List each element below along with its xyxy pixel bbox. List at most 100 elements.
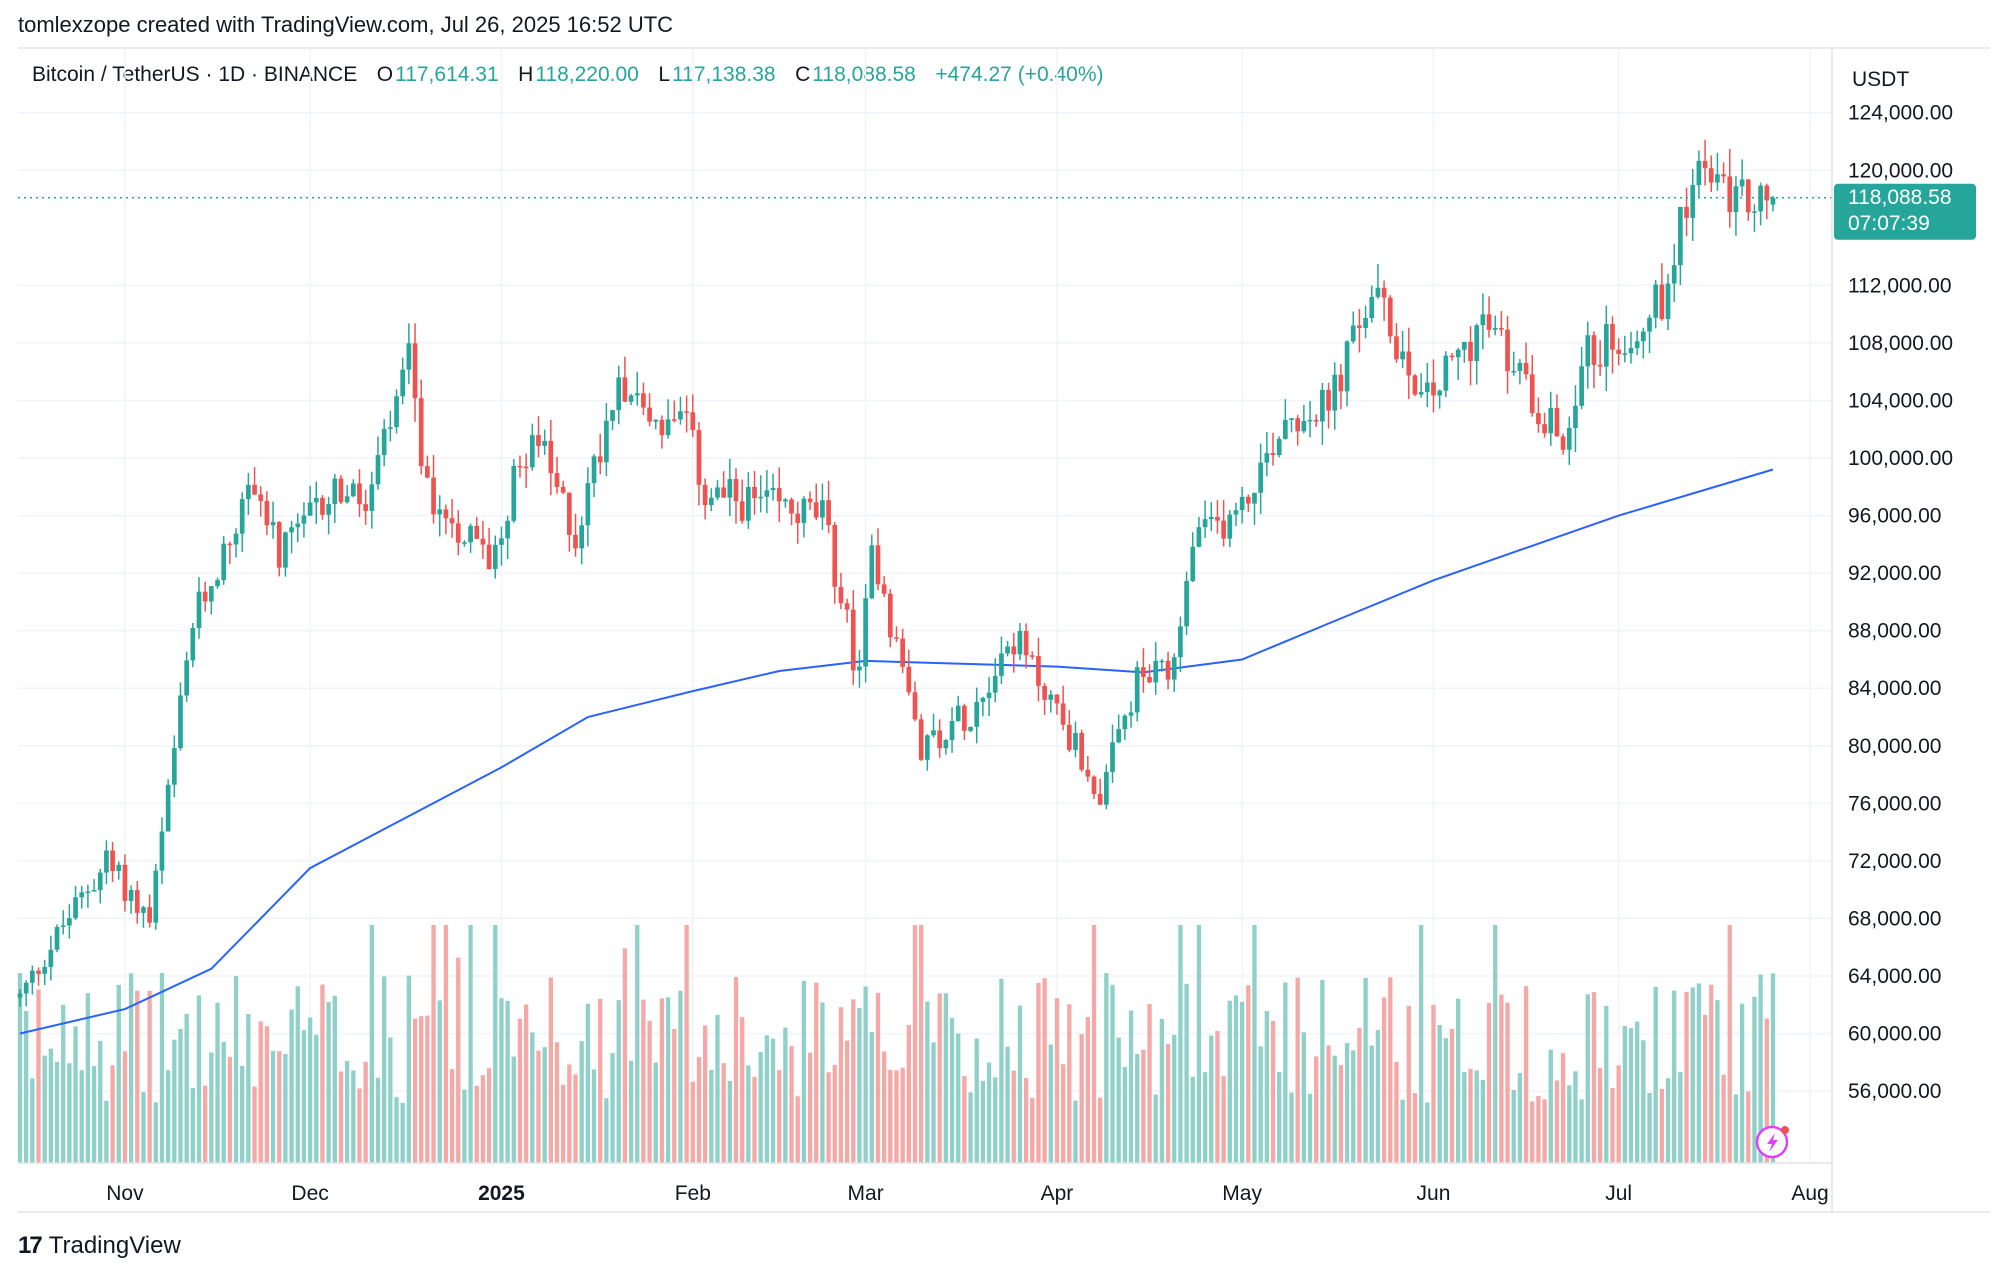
candle-body	[999, 653, 1004, 676]
candle-body	[783, 499, 788, 502]
candle	[844, 598, 850, 623]
tradingview-logo[interactable]: 17 TradingView	[18, 1232, 181, 1260]
tradingview-brand: TradingView	[48, 1232, 181, 1259]
time-tick-label: Dec	[291, 1182, 328, 1205]
candle-body	[1721, 174, 1726, 177]
volume-bar	[98, 1040, 103, 1163]
candle	[1560, 433, 1566, 455]
candle-body	[1264, 453, 1270, 463]
candle-body	[807, 498, 813, 503]
candle	[647, 393, 652, 427]
candle	[999, 636, 1004, 684]
volume-bar	[1159, 1018, 1165, 1163]
candle-body	[1215, 516, 1220, 521]
volume-bar	[1659, 1088, 1665, 1163]
candle-body	[1764, 185, 1770, 201]
candle	[937, 719, 943, 758]
candle-body	[1461, 341, 1467, 350]
volume-bar	[1641, 1040, 1646, 1163]
volume-bar	[678, 990, 683, 1163]
candle	[1029, 651, 1035, 660]
symbol-label[interactable]: Bitcoin / TetherUS · 1D · BINANCE	[32, 63, 358, 86]
volume-bar	[1523, 986, 1529, 1163]
candle	[289, 520, 294, 554]
candle-body	[1628, 348, 1634, 354]
candle-body	[1474, 325, 1480, 362]
candle	[992, 658, 998, 703]
time-axis[interactable]: Nov Dec 2025 Feb Mar Apr May Jun Jul Aug	[106, 1182, 1828, 1205]
candle	[1690, 168, 1696, 241]
candle-body	[702, 484, 708, 506]
candle	[437, 495, 443, 537]
candle-body	[412, 343, 418, 399]
volume-bar	[1073, 1100, 1078, 1163]
candle-body	[301, 515, 307, 524]
volume-bar	[635, 925, 640, 1163]
candle-body	[616, 377, 622, 411]
candle-body	[320, 497, 325, 515]
volume-bar	[999, 978, 1004, 1163]
volume-bar	[1579, 1099, 1584, 1163]
candle-body	[1437, 390, 1443, 396]
candle	[1400, 330, 1405, 369]
candle	[332, 474, 338, 524]
volume-bar	[233, 975, 239, 1163]
candle	[795, 501, 801, 544]
candle-body	[1184, 580, 1189, 627]
candle-body	[628, 395, 634, 402]
candle-body	[1048, 694, 1054, 700]
volume-bar	[240, 1065, 245, 1163]
volume-bar	[1320, 980, 1325, 1163]
candle-body	[425, 466, 430, 478]
volume-bar	[141, 1092, 146, 1163]
price-tick-label: 68,000.00	[1848, 907, 1941, 930]
candle-body	[1221, 520, 1226, 539]
volume-bar	[1196, 925, 1202, 1163]
time-tick-label: Jun	[1417, 1182, 1451, 1205]
candle-body	[1233, 510, 1239, 515]
volume-bar	[61, 1004, 66, 1163]
price-axis[interactable]: 124,000.00 120,000.00 112,000.00 108,000.00…	[1834, 68, 1976, 1103]
candle	[1665, 273, 1671, 331]
candle	[1449, 353, 1455, 361]
candle-body	[1017, 630, 1023, 655]
candle-body	[1770, 197, 1776, 205]
price-tick-label: 84,000.00	[1848, 677, 1941, 700]
volume-bar	[246, 1014, 251, 1163]
candle-body	[17, 993, 23, 998]
volume-bar	[443, 925, 449, 1163]
candle-body	[1573, 405, 1578, 429]
candle-body	[1338, 374, 1344, 392]
volume-bar	[1221, 1076, 1226, 1163]
candle-body	[369, 484, 375, 511]
candle	[1517, 359, 1523, 385]
volume-bar	[1011, 1070, 1016, 1163]
volume-bar	[616, 1000, 621, 1163]
candle-body	[1733, 186, 1739, 213]
candle	[1597, 340, 1603, 376]
high-value: 118,220.00	[535, 63, 639, 86]
candle	[492, 535, 498, 579]
candle-body	[665, 419, 671, 436]
tradingview-logo-icon: 17	[18, 1232, 43, 1259]
candle-body	[739, 501, 745, 521]
volume-bar	[203, 1085, 208, 1163]
volume-bar	[1696, 983, 1702, 1163]
volume-bar	[1499, 994, 1504, 1163]
candle-body	[1566, 428, 1572, 450]
volume-bar	[548, 977, 553, 1163]
volume-bar	[1635, 1021, 1640, 1163]
volume-bar	[184, 1013, 189, 1163]
candle-body	[696, 430, 702, 485]
candle-body	[511, 465, 517, 521]
candle-body	[289, 527, 294, 533]
candle-body	[1005, 646, 1010, 654]
candle-body	[1295, 418, 1301, 432]
volume-bar	[789, 1046, 794, 1163]
candle-body	[949, 721, 955, 741]
candle-body	[91, 890, 97, 892]
candle	[54, 924, 60, 953]
candle-body	[604, 420, 609, 463]
volume-bar	[1110, 984, 1115, 1163]
